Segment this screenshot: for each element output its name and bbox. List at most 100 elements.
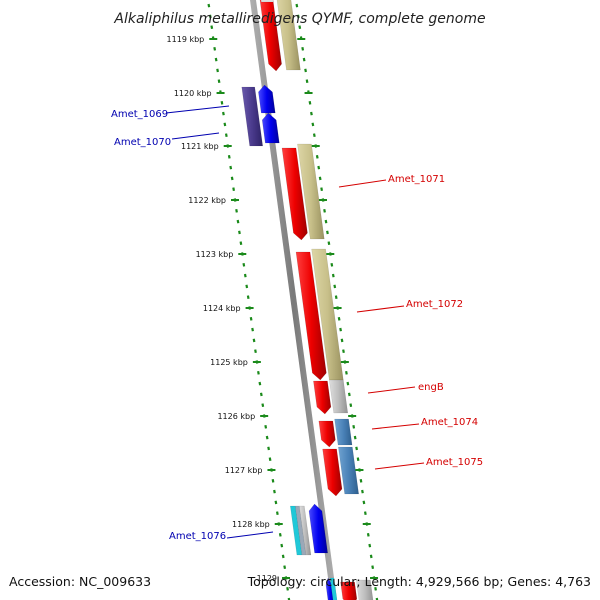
blast-hit xyxy=(329,577,338,600)
ruler-dot xyxy=(369,554,373,559)
ruler-dot xyxy=(334,295,338,300)
gene-leader-line xyxy=(226,531,274,539)
ruler-dot xyxy=(278,532,282,537)
ruler-dot xyxy=(301,46,305,51)
gene-leader-line xyxy=(367,386,416,394)
ruler-dot xyxy=(223,122,227,127)
ruler-dot xyxy=(320,187,324,192)
ruler-dot xyxy=(312,133,316,138)
gene-label-amet-1075[interactable]: Amet_1075 xyxy=(426,457,483,468)
ruler-label: 1120 kbp xyxy=(174,89,212,98)
ruler-dot xyxy=(283,565,287,570)
ruler-dot xyxy=(305,79,309,84)
ruler-dot xyxy=(345,370,348,375)
gene-label-amet-1069[interactable]: Amet_1069 xyxy=(111,109,168,120)
ruler-dot xyxy=(217,79,221,84)
gene-leader-line xyxy=(165,105,230,114)
ruler-dot xyxy=(330,262,334,267)
ruler-label: 1123 kbp xyxy=(196,250,234,259)
gene-leader-line xyxy=(171,132,220,140)
ruler-dot xyxy=(286,586,289,591)
ruler-label: 1126 kbp xyxy=(217,412,255,421)
ruler-dot xyxy=(371,565,375,570)
ruler-label: 1121 kbp xyxy=(181,142,219,151)
ruler-dot xyxy=(295,3,299,8)
ruler-dot xyxy=(308,100,312,105)
blast-hit xyxy=(276,0,301,71)
blast-hit xyxy=(356,579,374,600)
blast-hit xyxy=(297,143,325,240)
ruler-dot xyxy=(355,446,358,451)
gene-leader-line xyxy=(338,179,387,188)
ruler-dot xyxy=(229,165,233,170)
gene-labels: Amet_1069 Amet_1070 Amet_1071 Amet_1072 engB… xyxy=(111,105,483,542)
gene-label-engb[interactable]: engB xyxy=(418,382,444,393)
ruler-dot xyxy=(235,208,238,213)
ruler-dot xyxy=(251,327,254,332)
cds-reverse xyxy=(308,503,328,554)
ruler-dot xyxy=(258,381,262,386)
ruler-dot xyxy=(273,489,276,494)
ruler-dot xyxy=(230,176,234,181)
ruler-dot xyxy=(333,284,337,289)
blast-hit xyxy=(338,446,359,495)
gene-label-amet-1070[interactable]: Amet_1070 xyxy=(114,137,171,148)
cds-forward xyxy=(322,448,343,497)
ruler-labels: 1119 kbp 1120 kbp 1121 kbp 1122 kbp 1123 kbp… xyxy=(167,35,379,583)
ruler-dot xyxy=(361,489,364,494)
cds-forward xyxy=(318,420,336,448)
ruler-dot xyxy=(274,500,278,505)
ruler-label: 1119 kbp xyxy=(167,35,205,44)
ruler-dot xyxy=(347,392,351,397)
ruler-label: 1124 kbp xyxy=(203,304,241,313)
gene-label-amet-1071[interactable]: Amet_1071 xyxy=(388,174,445,185)
gene-leader-line xyxy=(356,305,405,313)
ruler-dot xyxy=(246,295,250,300)
gene-leader-line xyxy=(371,423,420,430)
ruler-dot xyxy=(280,543,284,548)
gene-label-amet-1076[interactable]: Amet_1076 xyxy=(169,531,226,542)
ruler-dot xyxy=(346,381,350,386)
ruler-ticks-right xyxy=(295,3,379,600)
ruler-dot xyxy=(222,111,225,116)
blast-hit xyxy=(241,86,263,147)
gene-leader-line xyxy=(374,462,425,470)
ruler-dot xyxy=(324,219,328,224)
ruler-dot xyxy=(261,403,265,408)
ruler-dot xyxy=(327,241,331,246)
feature-tracks xyxy=(241,0,374,600)
ruler-dot xyxy=(352,424,356,429)
ruler-label: 1129 xyxy=(257,574,277,583)
ruler-dot xyxy=(368,543,372,548)
ruler-dot xyxy=(281,554,285,559)
ruler-dot xyxy=(356,457,360,462)
ruler-dot xyxy=(239,241,243,246)
ruler-dot xyxy=(374,586,377,591)
ruler-dot xyxy=(362,500,366,505)
ruler-label: 1128 kbp xyxy=(232,520,270,529)
ruler-dot xyxy=(349,403,353,408)
ruler-dot xyxy=(245,284,249,289)
ruler-dot xyxy=(296,14,300,19)
ruler-dot xyxy=(227,154,231,159)
ruler-dot xyxy=(318,176,322,181)
cds-forward xyxy=(340,581,358,600)
genome-backbone xyxy=(250,0,337,600)
gene-label-amet-1074[interactable]: Amet_1074 xyxy=(421,417,478,428)
ruler-dot xyxy=(302,57,306,62)
blast-hit xyxy=(334,418,353,446)
blast-hit xyxy=(329,379,349,414)
ruler-dot xyxy=(298,25,302,30)
ruler-label: 1125 kbp xyxy=(210,358,248,367)
ruler-dot xyxy=(315,154,319,159)
map-title: Alkaliphilus metalliredigens QYMF, compl… xyxy=(113,11,485,27)
ruler-dot xyxy=(268,457,272,462)
ruler-dot xyxy=(265,435,269,440)
ruler-dot xyxy=(252,338,256,343)
blast-hit xyxy=(260,0,274,3)
ruler-dot xyxy=(216,68,219,73)
ruler-dot xyxy=(267,446,270,451)
blast-hit xyxy=(299,505,312,556)
ruler-dot xyxy=(238,230,241,235)
gene-label-amet-1072[interactable]: Amet_1072 xyxy=(406,299,463,310)
